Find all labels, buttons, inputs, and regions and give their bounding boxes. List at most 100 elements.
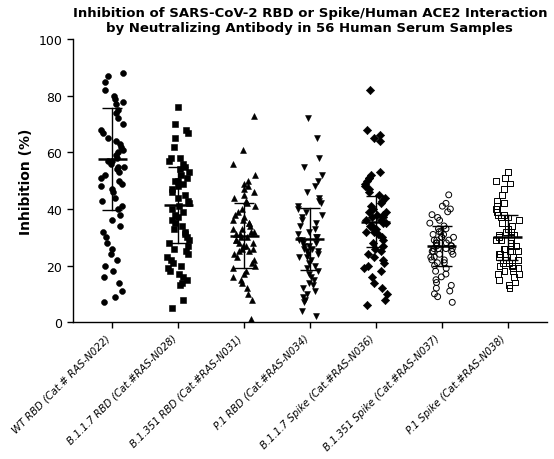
Point (365, 175, 373, 182)
Point (442, 200, 450, 207)
Point (430, 262, 439, 269)
Point (305, 279, 314, 286)
Point (176, 155, 184, 162)
Point (118, 288, 127, 295)
Point (304, 259, 313, 267)
Point (510, 231, 519, 239)
Point (499, 259, 508, 267)
Point (168, 206, 177, 213)
Point (444, 237, 453, 244)
Point (104, 73, 112, 80)
Point (368, 274, 377, 281)
Point (514, 265, 523, 273)
Point (175, 203, 183, 210)
Point (382, 291, 391, 298)
Y-axis label: Inhibition (%): Inhibition (%) (19, 128, 33, 235)
Point (107, 251, 116, 258)
Point (445, 288, 454, 295)
Point (447, 242, 456, 250)
Point (100, 299, 109, 306)
Point (440, 259, 449, 267)
Point (183, 242, 192, 250)
Point (495, 254, 504, 261)
Point (370, 229, 378, 236)
Point (228, 274, 237, 281)
Point (179, 180, 188, 188)
Point (114, 163, 122, 171)
Point (447, 248, 456, 256)
Point (435, 229, 444, 236)
Point (181, 192, 189, 199)
Point (366, 223, 375, 230)
Point (170, 178, 179, 185)
Point (449, 234, 458, 241)
Point (248, 259, 257, 267)
Point (501, 175, 510, 182)
Point (303, 116, 312, 123)
Point (179, 209, 188, 216)
Point (367, 172, 376, 179)
Point (506, 234, 515, 241)
Point (297, 237, 306, 244)
Point (299, 285, 308, 292)
Point (240, 192, 249, 199)
Point (164, 265, 173, 273)
Point (442, 240, 451, 247)
Point (435, 217, 444, 224)
Point (309, 282, 317, 290)
Point (239, 186, 248, 193)
Point (100, 262, 109, 269)
Point (242, 234, 251, 241)
Point (509, 274, 518, 281)
Point (362, 127, 371, 134)
Point (498, 192, 507, 199)
Point (495, 262, 504, 269)
Point (437, 234, 446, 241)
Point (428, 257, 437, 264)
Point (295, 223, 304, 230)
Point (497, 220, 506, 227)
Point (180, 229, 189, 236)
Point (381, 220, 390, 227)
Point (305, 229, 314, 236)
Point (515, 271, 524, 278)
Point (500, 186, 509, 193)
Point (228, 161, 237, 168)
Point (374, 231, 383, 239)
Point (363, 302, 372, 309)
Point (305, 242, 314, 250)
Point (432, 276, 440, 284)
Point (184, 200, 193, 207)
Point (381, 296, 389, 303)
Point (98, 229, 107, 236)
Point (446, 206, 455, 213)
Point (425, 220, 434, 227)
Point (447, 242, 455, 250)
Point (250, 257, 259, 264)
Point (444, 192, 453, 199)
Point (442, 265, 450, 273)
Point (228, 226, 237, 233)
Point (230, 212, 239, 219)
Point (114, 107, 122, 114)
Point (170, 144, 178, 151)
Point (182, 248, 191, 256)
Point (366, 87, 375, 95)
Point (437, 229, 445, 236)
Point (117, 203, 126, 210)
Point (182, 234, 191, 241)
Point (504, 214, 512, 222)
Point (241, 197, 250, 205)
Point (378, 220, 387, 227)
Point (238, 246, 247, 253)
Point (492, 237, 501, 244)
Point (302, 189, 311, 196)
Point (496, 214, 505, 222)
Point (104, 158, 112, 165)
Point (448, 246, 456, 253)
Point (506, 240, 515, 247)
Point (378, 214, 387, 222)
Point (370, 135, 378, 143)
Point (448, 299, 456, 306)
Point (177, 262, 186, 269)
